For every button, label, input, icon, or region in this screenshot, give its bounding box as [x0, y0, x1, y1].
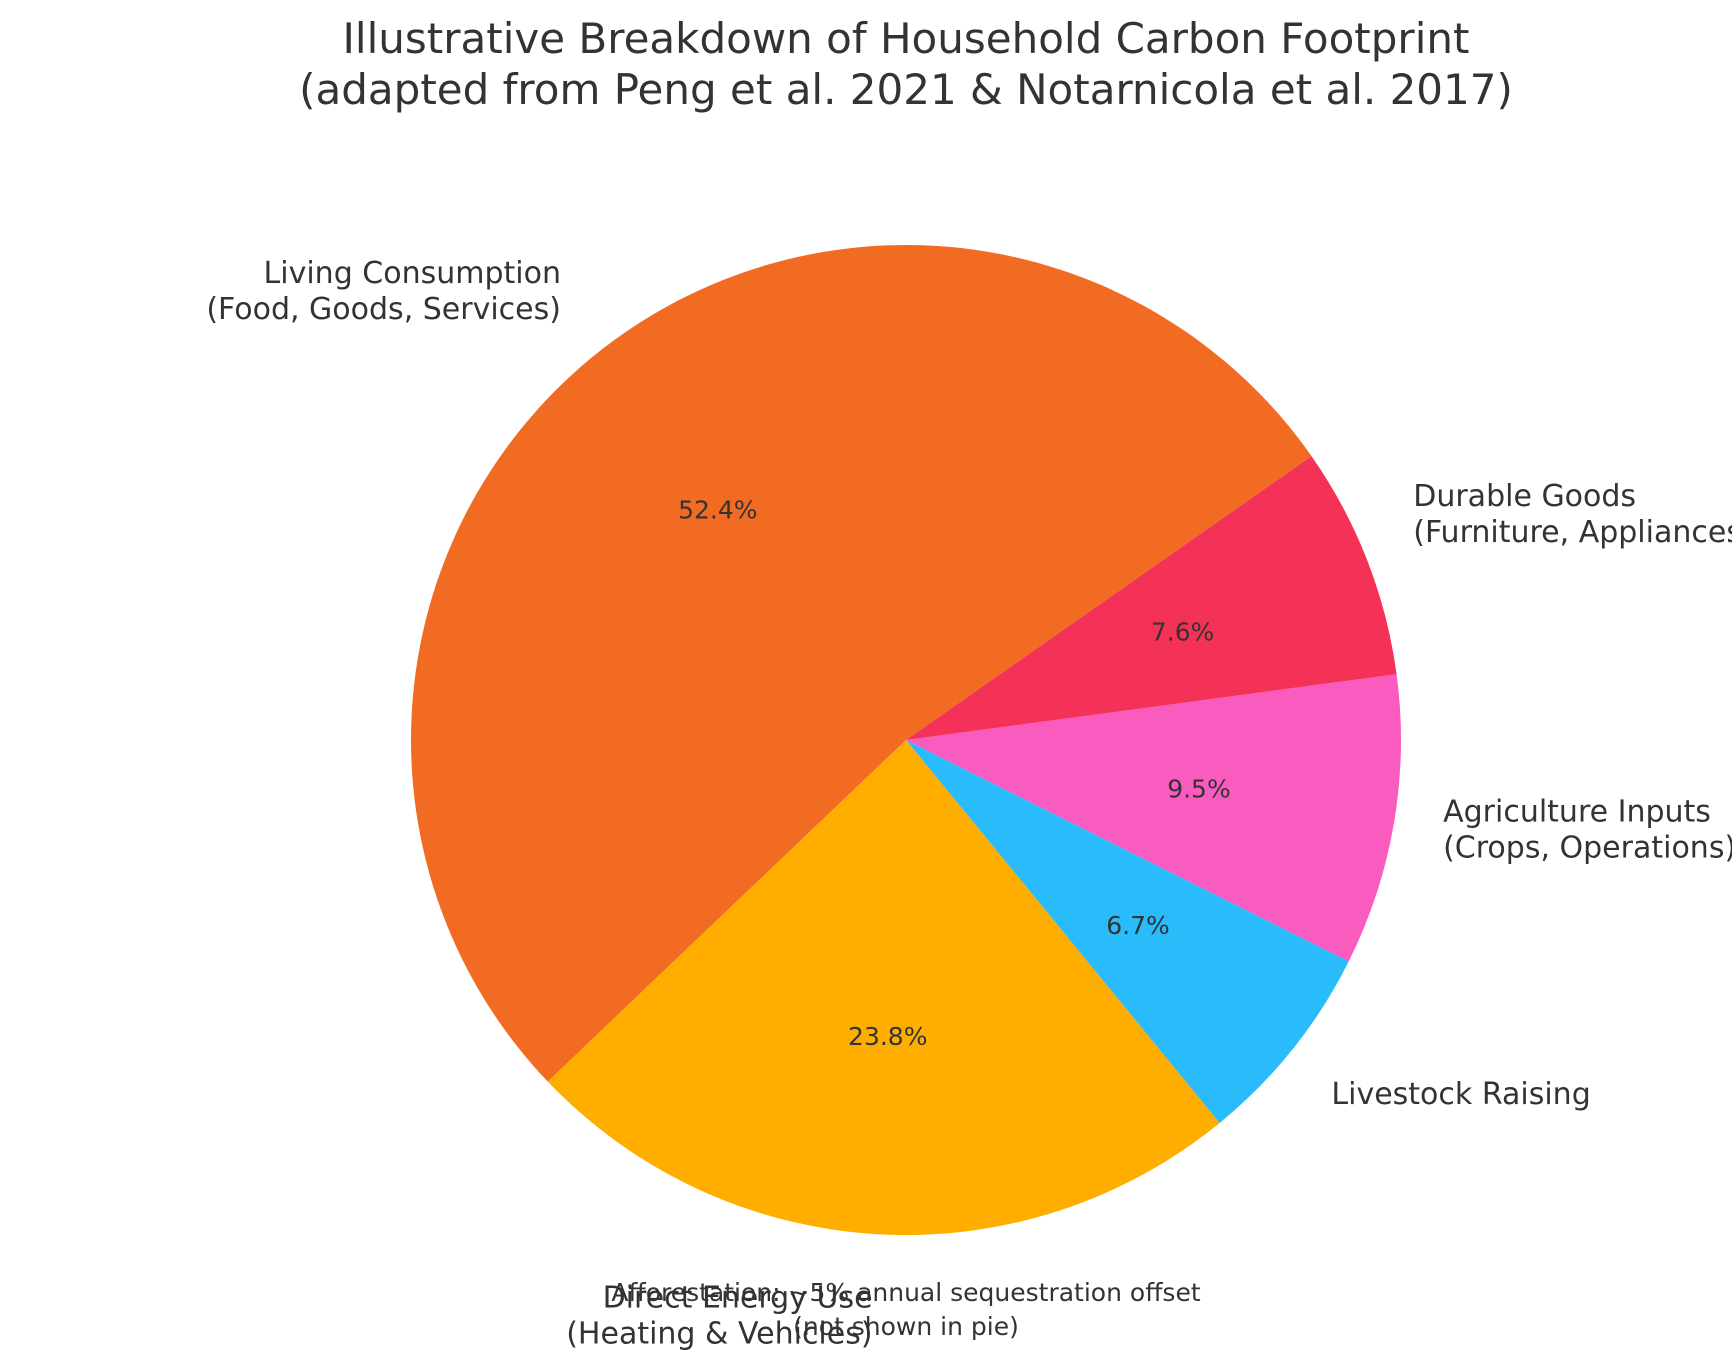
pct-label-direct-energy-use: 23.8%	[848, 1022, 927, 1051]
chart-title-line-2: (adapted from Peng et al. 2021 & Notarni…	[299, 65, 1513, 114]
annotation-line-2: (not shown in pie)	[793, 1312, 1019, 1341]
pct-label-livestock-raising: 6.7%	[1106, 911, 1170, 940]
pct-label-agriculture-inputs: 9.5%	[1167, 774, 1231, 803]
pct-label-durable-goods: 7.6%	[1151, 618, 1215, 647]
pie-slice-agriculture-inputs	[906, 674, 1402, 962]
pie-slices	[410, 244, 1402, 1236]
pie-labels: 52.4% Living Consumption (Food, Goods, Ser…	[206, 256, 1732, 1352]
pie-slice-durable-goods	[906, 456, 1397, 740]
slice-label-living-consumption: Living Consumption (Food, Goods, Services…	[206, 256, 561, 327]
pie-slice-living-consumption	[410, 244, 1312, 1082]
pie-slice-livestock-raising	[906, 740, 1349, 1123]
slice-label-durable-goods: Durable Goods (Furniture, Appliances)	[1413, 479, 1732, 550]
pct-label-living-consumption: 52.4%	[678, 496, 757, 525]
annotation-line-1: Afforestation: ~5% annual sequestration …	[611, 1278, 1200, 1307]
slice-label-agriculture-inputs: Agriculture Inputs (Crops, Operations)	[1443, 794, 1732, 865]
slice-label-direct-energy-use: Direct Energy Use (Heating & Vehicles)	[566, 1280, 872, 1351]
pie-slice-direct-energy-use	[547, 740, 1220, 1236]
slice-label-livestock-raising: Livestock Raising	[1331, 1077, 1590, 1112]
chart-title-line-1: Illustrative Breakdown of Household Carb…	[343, 14, 1470, 63]
